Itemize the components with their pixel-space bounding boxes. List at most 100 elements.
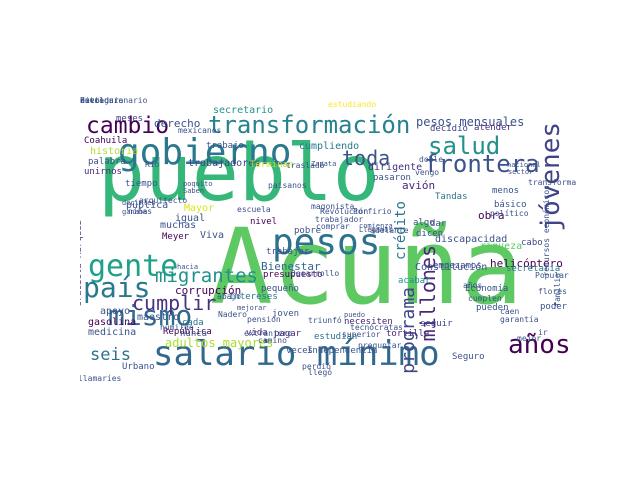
cloud-word: político <box>490 209 529 218</box>
cloud-word: Independencia <box>307 346 378 356</box>
cloud-word: riqueza <box>480 241 523 252</box>
cloud-word: comprar <box>316 222 350 231</box>
cloud-word: sector <box>508 168 534 176</box>
cloud-word: magonista <box>311 202 355 211</box>
cloud-word: nacional <box>507 161 541 169</box>
cloud-word: migrantes <box>155 265 258 287</box>
cloud-word: garantía <box>500 315 539 324</box>
cloud-word: mexicanos <box>178 126 222 135</box>
cloud-word: comienza <box>359 222 393 230</box>
cloud-word: básico <box>494 200 527 210</box>
cloud-word: pública <box>126 200 169 211</box>
cloud-word: discapacidad <box>435 234 508 245</box>
cloud-word: Tandas <box>435 192 468 202</box>
cloud-word: camino <box>258 336 287 345</box>
cloud-word: gasolina <box>88 317 137 328</box>
cloud-word: vengo <box>415 168 440 177</box>
cloud-word: adultos mayores <box>165 336 274 350</box>
cloud-word: cambio <box>86 113 170 139</box>
cloud-word: doble <box>419 155 444 164</box>
cloud-word: puedo <box>344 311 366 319</box>
cloud-word: igual <box>175 213 206 224</box>
cloud-word: helicóptero <box>490 257 563 270</box>
cloud-word: nivel <box>250 217 278 227</box>
cloud-word: cumplir <box>132 291 217 315</box>
cloud-word: superior <box>342 330 381 339</box>
cloud-word: secretario <box>213 105 274 116</box>
cloud-word: triunfó <box>308 316 342 325</box>
cloud-word: Graciela Márquez <box>80 220 84 307</box>
cloud-word: gobierno <box>118 132 292 173</box>
cloud-word: llamaríes <box>80 374 122 383</box>
cloud-word: recursos económicos <box>542 185 551 277</box>
cloud-word: Río <box>145 160 160 169</box>
cloud-word: revolucionario <box>80 97 148 105</box>
cloud-word: empezamos <box>433 261 482 271</box>
cloud-word: escuela <box>237 205 271 214</box>
cloud-word: estudiando <box>328 100 377 109</box>
cloud-word: Saben <box>183 187 205 195</box>
cloud-word: Zapata <box>311 160 337 168</box>
cloud-word: años <box>463 281 483 290</box>
cloud-word: pueblo <box>98 129 380 219</box>
cloud-word: ganaba <box>122 208 148 216</box>
cloud-word: atender <box>474 123 512 133</box>
cloud-word: toda <box>342 146 391 170</box>
cloud-word: salario mínimo <box>153 334 440 374</box>
cloud-word: pesos <box>272 222 381 263</box>
cloud-word: Seguro <box>452 352 485 362</box>
cloud-word: pesos mensuales <box>416 115 525 129</box>
cloud-word: dictadura <box>80 97 124 105</box>
cloud-word: historia <box>90 146 139 157</box>
cloud-word: pueden <box>476 303 509 313</box>
cloud-word: vida <box>246 328 268 338</box>
cloud-word: obra <box>478 209 505 222</box>
cloud-word: palabra <box>88 157 126 167</box>
cloud-word: veces <box>286 346 314 356</box>
cloud-word: Terminan <box>250 160 294 170</box>
cloud-word: adelante <box>370 226 409 235</box>
cloud-word: acabar <box>398 276 431 286</box>
cloud-word: Buen <box>80 97 100 105</box>
cloud-word: dirigente <box>368 162 423 173</box>
cloud-word: cabo <box>521 238 543 248</box>
cloud-word: mejor <box>517 334 542 343</box>
cloud-word: hacia <box>177 263 199 271</box>
cloud-word: muchas <box>160 220 197 231</box>
cloud-word: paisanos <box>268 181 307 190</box>
cloud-word: pequeño <box>261 284 299 294</box>
cloud-word: decidió <box>430 124 468 134</box>
cloud-word: Acuña <box>210 206 524 328</box>
cloud-word: Meyer <box>162 232 190 242</box>
cloud-word: joven <box>272 309 300 319</box>
cloud-word: gente <box>88 249 179 284</box>
cloud-word: trasladó <box>286 161 325 170</box>
word-cloud: pueblo Acuña salario mínimo gobierno transfo… <box>80 97 576 384</box>
cloud-word: unirnos <box>84 167 122 177</box>
cloud-word: Constitución <box>415 262 488 273</box>
cloud-word: llegó <box>308 368 333 377</box>
cloud-word: seis <box>90 345 131 365</box>
cloud-word: avión <box>402 179 436 192</box>
cloud-word: Economía <box>465 284 509 294</box>
cloud-word: derecho <box>154 117 201 130</box>
cloud-word: mejorar <box>237 304 267 312</box>
cloud-word: meses <box>116 114 144 124</box>
cloud-word: tortilla <box>386 329 430 339</box>
cloud-word: transformaciones <box>528 178 576 187</box>
cloud-word: nunca <box>180 329 208 339</box>
cloud-word: poquito <box>183 180 213 188</box>
cloud-word: dicen <box>416 229 444 239</box>
cloud-word: abajo <box>217 292 242 301</box>
cloud-word: medicina <box>88 327 137 338</box>
cloud-word: cumplen <box>468 294 502 303</box>
cloud-word: perdió <box>302 362 331 371</box>
cloud-word: decirles <box>122 199 156 207</box>
cloud-word: poder <box>540 302 568 312</box>
cloud-word: maestro <box>137 312 180 323</box>
cloud-word: tiempo <box>125 179 158 189</box>
cloud-word: Revolución <box>320 207 369 216</box>
cloud-word: Bienestar <box>261 260 321 273</box>
cloud-word: Mayor <box>184 203 215 214</box>
cloud-word: salud <box>428 132 501 160</box>
